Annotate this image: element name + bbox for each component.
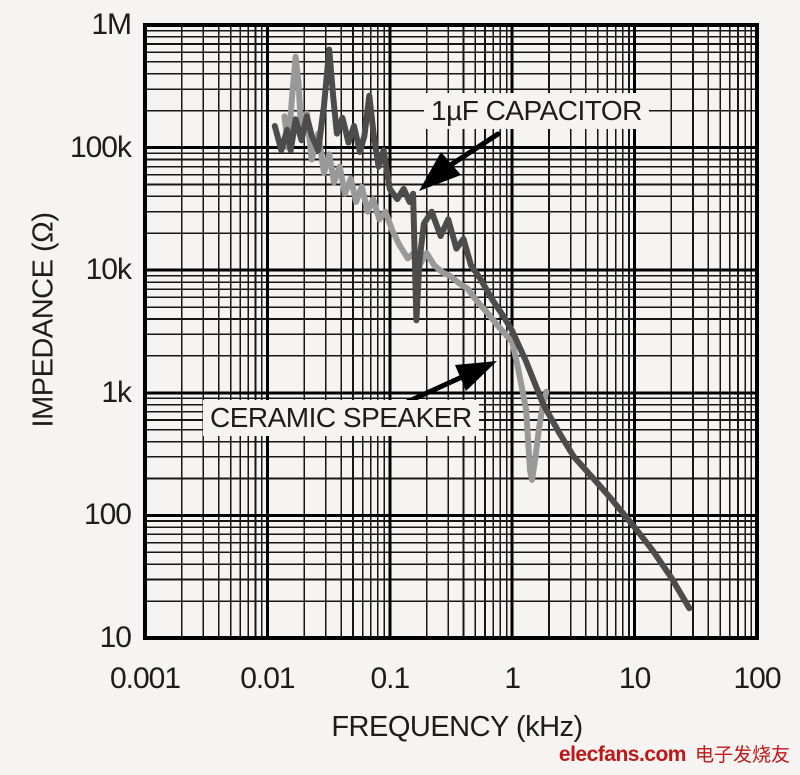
x-tick-label: 1: [504, 662, 521, 695]
y-tick-label: 100: [83, 498, 132, 532]
y-tick-label: 100k: [69, 130, 132, 164]
x-tick-label: 100: [733, 662, 781, 695]
y-tick-label: 10k: [85, 253, 132, 287]
y-tick-label: 1k: [101, 375, 132, 409]
x-tick-label: 0.001: [109, 662, 181, 695]
watermark-site-logo: elecfans.com: [558, 743, 687, 766]
speaker-curve-label: CERAMIC SPEAKER: [203, 400, 479, 436]
plot-border: [143, 23, 759, 640]
y-tick-label: 10: [99, 621, 132, 654]
x-tick-label: 0.1: [370, 662, 410, 695]
x-tick-label: 10: [618, 662, 651, 695]
capacitor-curve-label: 1µF CAPACITOR: [424, 93, 649, 129]
x-tick-label: 0.01: [240, 662, 295, 695]
watermark: elecfans.com 电子发烧友: [559, 740, 790, 767]
watermark-chinese-text: 电子发烧友: [694, 745, 790, 766]
capacitor-annotation-arrow: [419, 131, 501, 191]
capacitor-curve: [271, 46, 693, 612]
y-tick-label: 1M: [91, 8, 132, 41]
x-axis-title: FREQUENCY (kHz): [331, 711, 583, 743]
speaker-annotation-arrow: [404, 361, 497, 405]
